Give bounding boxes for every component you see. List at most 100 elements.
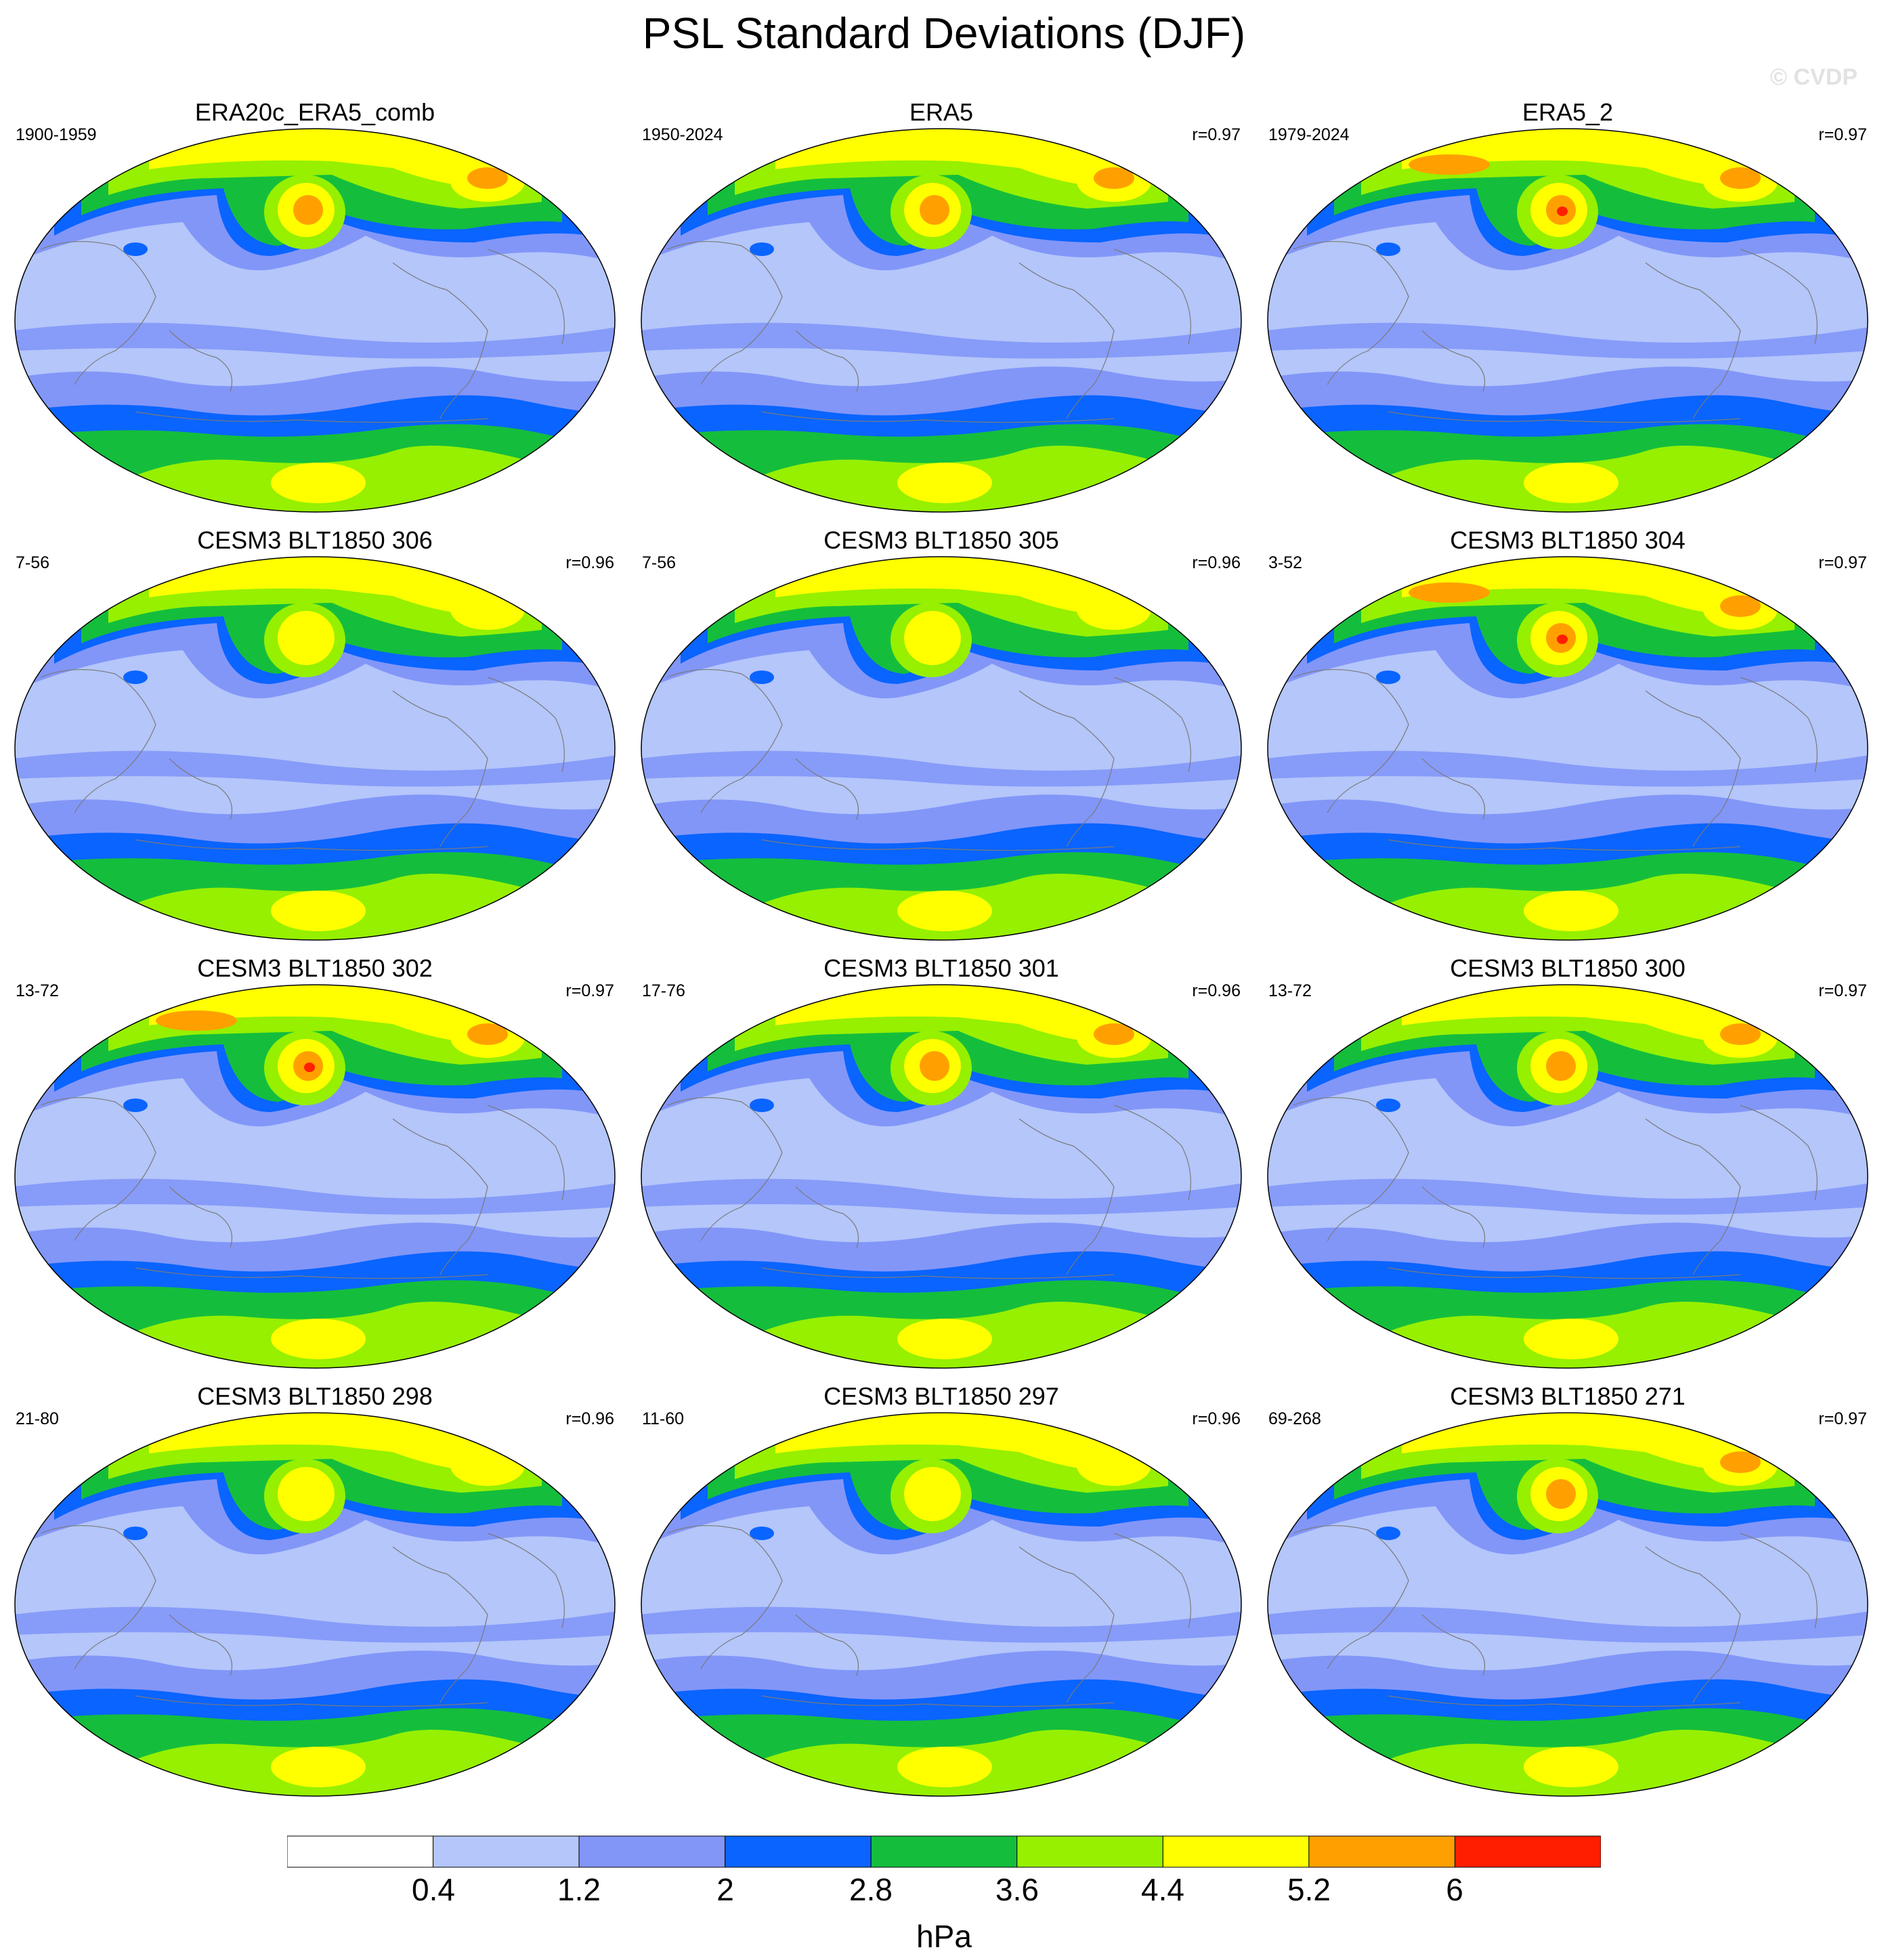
- figure-title: PSL Standard Deviations (DJF): [642, 9, 1246, 58]
- field-band-2.8: [123, 1099, 148, 1112]
- panel-title: ERA5_2: [1522, 98, 1614, 126]
- globe-outline: [14, 1412, 616, 1797]
- psl-field: [641, 557, 1241, 940]
- field-band-6: [1720, 167, 1761, 189]
- field-band-2: [1268, 1606, 1868, 1643]
- psl-map: [1267, 1412, 1868, 1797]
- colorbar-tick-label: 4.4: [1141, 1872, 1184, 1907]
- coastline: [1740, 1105, 1818, 1201]
- field-band-2: [15, 1606, 615, 1643]
- field-band-5.2: [897, 463, 992, 503]
- coastline: [1018, 1118, 1115, 1275]
- coastline: [795, 330, 859, 392]
- coastline: [1645, 262, 1741, 419]
- field-band-6: [1546, 1051, 1576, 1081]
- coastline: [1645, 1546, 1741, 1703]
- map-panel: ERA5 1950-2024 r=0.97: [630, 98, 1253, 525]
- field-band-5.2: [904, 1467, 961, 1521]
- coastline: [666, 240, 783, 385]
- map-panel: ERA5_2 1979-2024 r=0.97: [1256, 98, 1879, 525]
- colorbar-tick-label: 2: [716, 1872, 734, 1907]
- coastline: [1421, 1186, 1486, 1248]
- field-band-2.8: [1376, 242, 1400, 256]
- panel-title: CESM3 BLT1850 300: [1450, 954, 1686, 982]
- panel-period: 7-56: [642, 553, 677, 572]
- panel-title: CESM3 BLT1850 297: [823, 1382, 1059, 1410]
- field-band-2.8: [750, 1099, 774, 1112]
- panel-correlation: r=0.97: [1192, 125, 1241, 144]
- colorbar-segment: [578, 1835, 726, 1868]
- field-band-6: [1720, 595, 1761, 617]
- panel-period: 1950-2024: [642, 125, 723, 144]
- coastline: [392, 1546, 488, 1703]
- panel-period: 11-60: [642, 1409, 685, 1428]
- coastline: [1018, 1546, 1115, 1703]
- map-panel: CESM3 BLT1850 300 13-72 r=0.97: [1256, 954, 1879, 1381]
- psl-field: [641, 129, 1241, 512]
- panel-title: CESM3 BLT1850 305: [823, 526, 1059, 554]
- psl-field: [15, 129, 615, 512]
- coastline: [40, 240, 156, 385]
- field-band-6: [1720, 1451, 1761, 1473]
- globe-outline: [14, 556, 616, 941]
- field-band-6: [1409, 154, 1490, 175]
- psl-field: [641, 985, 1241, 1368]
- panel-title: ERA20c_ERA5_comb: [194, 98, 435, 126]
- psl-field: [1268, 557, 1868, 940]
- field-band-2.8: [750, 242, 774, 256]
- field-band-6: [293, 195, 323, 225]
- field-band-max: [1557, 635, 1568, 644]
- psl-map: [14, 1412, 616, 1797]
- coastline: [1740, 249, 1818, 345]
- coastline: [761, 1267, 1115, 1279]
- field-band-6: [920, 1051, 949, 1081]
- panel-correlation: r=0.97: [1818, 981, 1867, 1000]
- field-band-2: [1268, 322, 1868, 359]
- coastline: [40, 668, 156, 813]
- coastline: [1293, 1525, 1409, 1669]
- coastline: [1293, 240, 1409, 385]
- coastline: [1113, 249, 1191, 345]
- field-band-2: [15, 1178, 615, 1215]
- psl-field: [1268, 129, 1868, 512]
- globe-outline: [1267, 128, 1868, 513]
- field-band-max: [1557, 207, 1568, 216]
- field-band-2.8: [123, 242, 148, 256]
- globe-outline: [1267, 556, 1868, 941]
- coastline: [1740, 1533, 1818, 1629]
- coastline: [1388, 1695, 1741, 1707]
- coastline: [135, 411, 488, 423]
- psl-map: [14, 556, 616, 941]
- coastline: [666, 1096, 783, 1241]
- coastline: [487, 249, 565, 345]
- field-band-6: [920, 195, 949, 225]
- map-panel: CESM3 BLT1850 305 7-56 r=0.96: [630, 526, 1253, 953]
- psl-map: [641, 1412, 1242, 1797]
- psl-field: [1268, 985, 1868, 1368]
- panel-correlation: r=0.96: [1192, 553, 1241, 572]
- coastline: [795, 1186, 859, 1248]
- panel-correlation: r=0.97: [565, 981, 614, 1000]
- field-band-6: [1094, 1023, 1134, 1045]
- field-band-6: [1409, 582, 1490, 603]
- field-band-2: [1268, 750, 1868, 787]
- map-panel: CESM3 BLT1850 297 11-60 r=0.96: [630, 1382, 1253, 1809]
- field-band-5.2: [1524, 1747, 1618, 1787]
- field-band-6: [156, 1010, 237, 1031]
- coastline: [135, 1267, 488, 1279]
- colorbar-segment: [1162, 1835, 1310, 1868]
- globe-outline: [641, 984, 1242, 1369]
- panel-title: CESM3 BLT1850 271: [1450, 1382, 1686, 1410]
- panel-period: 13-72: [16, 981, 59, 1000]
- coastline: [666, 668, 783, 813]
- panel-correlation: r=0.97: [1818, 125, 1867, 144]
- field-band-5.2: [271, 463, 366, 503]
- colorbar-tick-label: 3.6: [995, 1872, 1039, 1907]
- field-band-2: [1268, 1178, 1868, 1215]
- globe-outline: [1267, 984, 1868, 1369]
- field-band-5.2: [1524, 1319, 1618, 1359]
- coastline: [1421, 330, 1486, 392]
- coastline: [169, 758, 233, 820]
- panel-period: 13-72: [1268, 981, 1312, 1000]
- field-band-6: [467, 1023, 508, 1045]
